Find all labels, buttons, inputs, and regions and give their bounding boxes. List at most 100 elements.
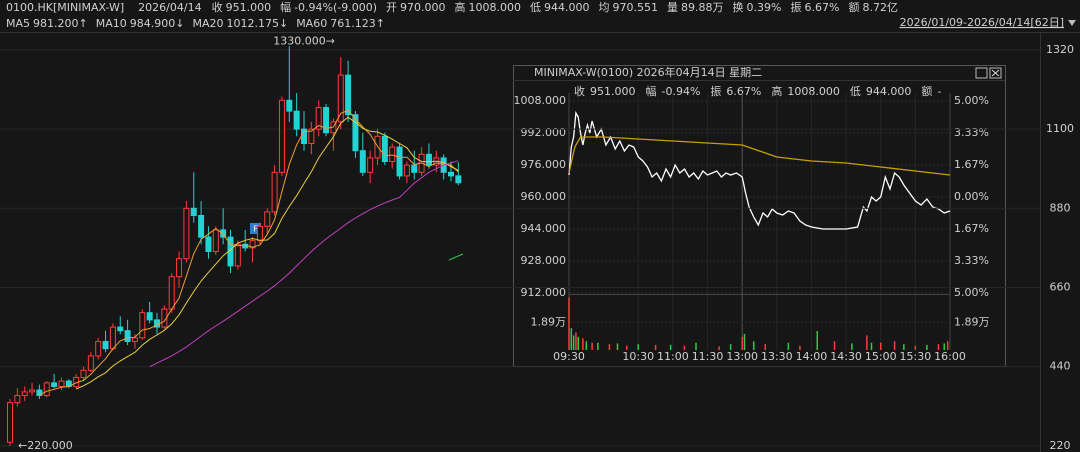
- legend-name: MA5: [6, 17, 30, 30]
- volume-bar: [608, 344, 611, 350]
- candle-body: [51, 382, 58, 387]
- quote-label: 幅: [280, 1, 291, 14]
- y2-tick-label: 1.67%: [954, 158, 989, 171]
- quote-label: 均: [599, 1, 610, 14]
- candle-body: [411, 164, 418, 173]
- y-tick-label: 928.000: [521, 254, 567, 267]
- volume-bar: [946, 341, 949, 350]
- quote-label: 开: [386, 1, 397, 14]
- volume-bar: [741, 336, 743, 350]
- candle-body: [29, 389, 36, 393]
- event-marker[interactable]: [250, 223, 261, 234]
- candle-body: [58, 380, 65, 387]
- ma-line: [149, 160, 459, 368]
- y-tick-label: 912.000: [521, 286, 567, 299]
- volume-bar: [597, 342, 599, 350]
- candle-body: [448, 171, 454, 177]
- trend-stub: [448, 253, 464, 261]
- x-tick-label: 16:00: [934, 350, 966, 363]
- popup-frame: [513, 65, 1006, 367]
- volume-bar: [937, 344, 940, 350]
- volume-bar: [816, 331, 818, 350]
- x-tick-label: 11:00: [657, 350, 689, 363]
- popup-title: MINIMAX-W(0100) 2026年04月14日 星期二: [534, 65, 762, 79]
- candle-body: [286, 99, 293, 112]
- y2-tick-label: 3.33%: [954, 126, 989, 139]
- volume-bar: [669, 344, 672, 350]
- candle-body: [264, 211, 271, 227]
- candle-body: [396, 146, 403, 177]
- quote-value: -0.94%: [662, 85, 701, 98]
- candle-body: [43, 382, 50, 396]
- volume-bar: [903, 344, 905, 350]
- quote-label: 高: [455, 0, 466, 14]
- close-button[interactable]: [989, 67, 1002, 79]
- candle-body: [212, 229, 219, 252]
- dropdown[interactable]: [1068, 20, 1076, 26]
- candle-body: [161, 308, 168, 328]
- candle-body: [256, 225, 263, 242]
- quote-value: 6.67%: [805, 1, 840, 14]
- date: 2026/04/14: [138, 1, 201, 14]
- legend-value: 761.123↑: [330, 17, 385, 30]
- volume-bar: [575, 332, 577, 350]
- candle-body: [425, 153, 432, 166]
- candle-body: [131, 337, 138, 342]
- x-tick-label: 13:30: [761, 350, 793, 363]
- volume-bar: [585, 341, 588, 350]
- quote-label: 振: [791, 0, 802, 14]
- x-tick-label: 13:00: [726, 350, 758, 363]
- maximize-button[interactable]: [975, 67, 988, 79]
- legend-name: MA60: [296, 17, 327, 30]
- y2-tick-label: 0.00%: [954, 190, 989, 203]
- x-tick-label: 09:30: [553, 350, 585, 363]
- volume-bar: [870, 342, 873, 350]
- volume-bar: [914, 345, 917, 350]
- y2-tick-label: 5.00%: [954, 94, 989, 107]
- symbol: 0100.HK[MINIMAX-W]: [6, 1, 124, 14]
- legend-value: 981.200↑: [33, 17, 88, 30]
- volume-bar: [683, 345, 686, 350]
- quote-value: 970.000: [400, 1, 446, 14]
- candle-body: [124, 330, 131, 342]
- volume-bar: [625, 345, 628, 350]
- quote-value: 1008.000: [787, 85, 840, 98]
- candle-body: [109, 326, 116, 350]
- candle-body: [190, 207, 197, 217]
- candle-body: [455, 175, 462, 184]
- quote-label: 量: [667, 1, 678, 14]
- candle-body: [337, 74, 344, 123]
- candle-body: [403, 164, 410, 177]
- candle-body: [36, 389, 43, 396]
- price-annotation: ←220.000: [18, 439, 73, 452]
- quote-value: -0.94%(-9.000): [294, 1, 377, 14]
- legend-value: 984.900↓: [130, 17, 185, 30]
- volume-bar: [718, 346, 720, 350]
- quote-label: 额: [848, 1, 859, 14]
- quote-value: 944.000: [544, 1, 590, 14]
- candle-body: [271, 171, 278, 213]
- legend-name: MA20: [192, 17, 223, 30]
- price-line: [568, 110, 951, 230]
- date-range: 2026/01/09-2026/04/14[62日]: [900, 16, 1064, 29]
- candle-body: [21, 391, 28, 396]
- candle-body: [293, 110, 300, 130]
- volume-bar: [568, 297, 570, 350]
- candle-body: [381, 135, 388, 163]
- candle-body: [367, 157, 374, 173]
- quote-label: 换: [733, 0, 744, 14]
- close-icon: [991, 69, 1000, 77]
- quote-value: 951.000: [590, 85, 636, 98]
- y2-tick-label: 3.33%: [954, 254, 989, 267]
- volume-bar: [943, 343, 945, 350]
- candle-body: [308, 128, 315, 145]
- candle-body: [220, 229, 227, 238]
- quote-value: 0.39%: [747, 1, 782, 14]
- quote-value: 89.88万: [681, 1, 724, 14]
- price-annotation: 1330.000→: [273, 34, 335, 47]
- volume-bar: [879, 342, 882, 350]
- y-tick-label: 660: [1050, 280, 1071, 293]
- candle-body: [389, 146, 396, 163]
- volume-bar: [866, 335, 868, 350]
